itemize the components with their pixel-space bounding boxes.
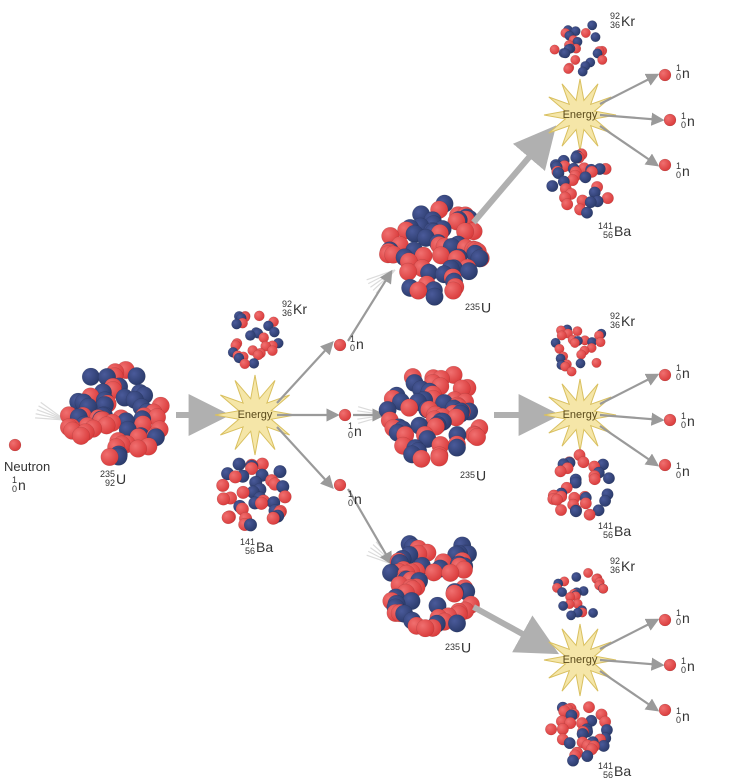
n-label-3t-1: 10n [681,112,695,130]
n-label-3m-2: 10n [676,462,690,480]
n-label-3b-0: 10n [676,609,690,627]
ba-label-3t: 14156Ba [598,222,631,240]
n-label-3b-2: 10n [676,707,690,725]
fission-chain-diagram [0,0,754,774]
n-label-3t-0: 10n [676,64,690,82]
u235-label-s2-bot: 235U [445,640,471,655]
n-label-3b-1: 10n [681,657,695,675]
n-label-3m-1: 10n [681,412,695,430]
n-label-s1-2: 10n [348,490,362,508]
n-label-s1-0: 10n [350,335,364,353]
ba-label-3m: 14156Ba [598,522,631,540]
u235-label-s2-top: 235U [465,300,491,315]
n-label-3m-0: 10n [676,364,690,382]
kr-label-3b: 9236Kr [610,557,635,575]
ba-label-1: 14156Ba [240,538,273,556]
n-label-s1-1: 10n [348,422,362,440]
n-label-3t-2: 10n [676,162,690,180]
neutron-symbol-0: 10n [12,476,26,494]
kr-label-3m: 9236Kr [610,312,635,330]
u235-label-s2-mid: 235U [460,468,486,483]
ba-label-3b: 14156Ba [598,762,631,780]
kr-label-3t: 9236Kr [610,12,635,30]
kr-label-1: 9236Kr [282,300,307,318]
u235-label-0: 23592U [100,470,126,488]
neutron-word-label: Neutron [4,460,50,473]
